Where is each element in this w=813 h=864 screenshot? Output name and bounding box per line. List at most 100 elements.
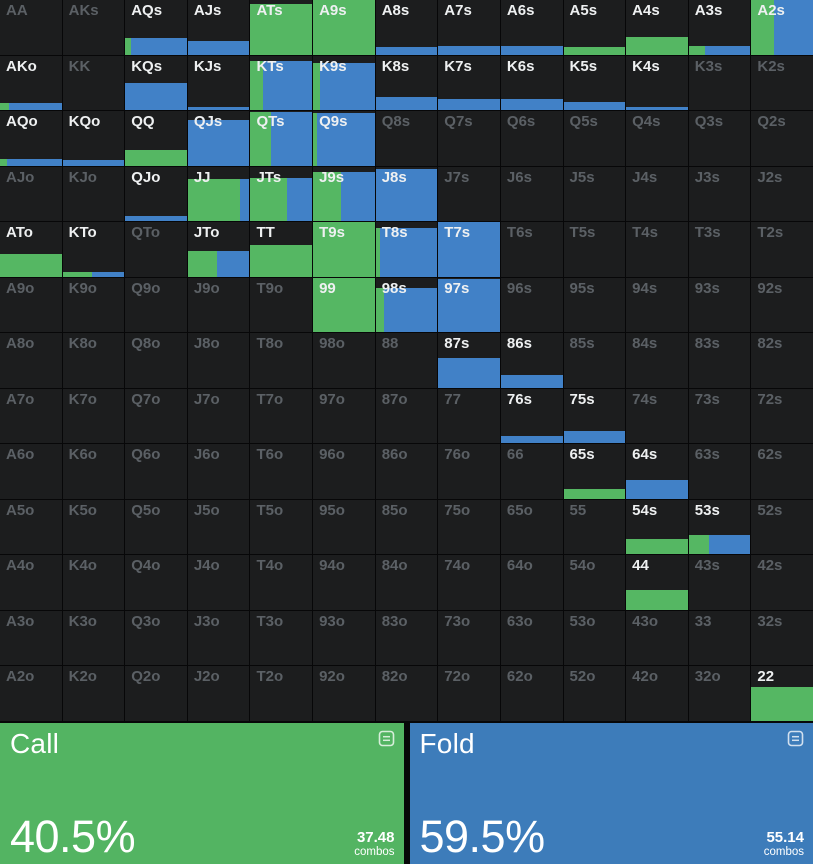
hand-cell-T5s[interactable]: T5s — [563, 222, 626, 277]
hand-cell-J5o[interactable]: J5o — [187, 499, 250, 555]
hand-cell-85o[interactable]: 85o — [375, 499, 438, 555]
hand-cell-T7s[interactable]: T7s — [438, 222, 500, 277]
hand-cell-87s[interactable]: 87s — [438, 333, 500, 388]
hand-cell-Q5o[interactable]: Q5o — [125, 499, 187, 555]
hand-cell-K3s[interactable]: K3s — [688, 55, 751, 111]
hand-cell-Q2o[interactable]: Q2o — [125, 666, 187, 721]
hand-cell-K7o[interactable]: K7o — [62, 388, 125, 444]
hand-cell-Q5s[interactable]: Q5s — [563, 111, 626, 166]
hand-cell-95o[interactable]: 95o — [313, 499, 375, 555]
hand-cell-K6o[interactable]: K6o — [62, 444, 125, 499]
hand-cell-73o[interactable]: 73o — [438, 610, 500, 666]
hand-cell-K8o[interactable]: K8o — [62, 333, 125, 388]
hand-cell-T2o[interactable]: T2o — [250, 666, 313, 721]
hand-cell-K9o[interactable]: K9o — [62, 277, 125, 333]
hand-cell-87o[interactable]: 87o — [375, 388, 438, 444]
hand-cell-AKo[interactable]: AKo — [0, 55, 62, 111]
hand-cell-KTo[interactable]: KTo — [62, 222, 125, 277]
hand-cell-76o[interactable]: 76o — [438, 444, 500, 499]
hand-cell-55[interactable]: 55 — [563, 499, 626, 555]
hand-cell-T3o[interactable]: T3o — [250, 610, 313, 666]
hand-cell-T9s[interactable]: T9s — [313, 222, 375, 277]
hand-cell-K6s[interactable]: K6s — [500, 55, 563, 111]
hand-cell-72s[interactable]: 72s — [751, 388, 813, 444]
hand-cell-T5o[interactable]: T5o — [250, 499, 313, 555]
hand-cell-Q3s[interactable]: Q3s — [688, 111, 751, 166]
hand-cell-J6o[interactable]: J6o — [187, 444, 250, 499]
hand-cell-T4s[interactable]: T4s — [626, 222, 688, 277]
hand-cell-52o[interactable]: 52o — [563, 666, 626, 721]
hand-cell-K7s[interactable]: K7s — [438, 55, 500, 111]
hand-cell-97o[interactable]: 97o — [313, 388, 375, 444]
hand-cell-65o[interactable]: 65o — [500, 499, 563, 555]
hand-cell-A3o[interactable]: A3o — [0, 610, 62, 666]
hand-cell-92s[interactable]: 92s — [751, 277, 813, 333]
hand-cell-K8s[interactable]: K8s — [375, 55, 438, 111]
hand-cell-92o[interactable]: 92o — [313, 666, 375, 721]
hand-cell-T3s[interactable]: T3s — [688, 222, 751, 277]
hand-cell-94o[interactable]: 94o — [313, 555, 375, 610]
hand-cell-J4s[interactable]: J4s — [626, 166, 688, 222]
hand-cell-82s[interactable]: 82s — [751, 333, 813, 388]
hand-cell-JJ[interactable]: JJ — [187, 166, 250, 222]
hand-cell-88[interactable]: 88 — [375, 333, 438, 388]
hand-cell-A7s[interactable]: A7s — [438, 0, 500, 55]
hand-cell-AQo[interactable]: AQo — [0, 111, 62, 166]
hand-cell-66[interactable]: 66 — [500, 444, 563, 499]
list-icon[interactable] — [378, 730, 395, 747]
hand-cell-Q7o[interactable]: Q7o — [125, 388, 187, 444]
hand-cell-QTo[interactable]: QTo — [125, 222, 187, 277]
hand-cell-K4s[interactable]: K4s — [626, 55, 688, 111]
hand-cell-J7s[interactable]: J7s — [438, 166, 500, 222]
hand-cell-J8o[interactable]: J8o — [187, 333, 250, 388]
hand-cell-KJo[interactable]: KJo — [62, 166, 125, 222]
hand-cell-82o[interactable]: 82o — [375, 666, 438, 721]
hand-cell-A8s[interactable]: A8s — [375, 0, 438, 55]
hand-cell-42s[interactable]: 42s — [751, 555, 813, 610]
hand-cell-KTs[interactable]: KTs — [250, 55, 313, 111]
hand-cell-43s[interactable]: 43s — [688, 555, 751, 610]
hand-cell-K2o[interactable]: K2o — [62, 666, 125, 721]
hand-cell-75s[interactable]: 75s — [563, 388, 626, 444]
hand-cell-98o[interactable]: 98o — [313, 333, 375, 388]
hand-cell-A4s[interactable]: A4s — [626, 0, 688, 55]
hand-cell-Q6o[interactable]: Q6o — [125, 444, 187, 499]
hand-cell-ATo[interactable]: ATo — [0, 222, 62, 277]
hand-cell-74s[interactable]: 74s — [626, 388, 688, 444]
hand-cell-95s[interactable]: 95s — [563, 277, 626, 333]
list-icon[interactable] — [787, 730, 804, 747]
hand-cell-T6o[interactable]: T6o — [250, 444, 313, 499]
hand-cell-63o[interactable]: 63o — [500, 610, 563, 666]
hand-cell-J2s[interactable]: J2s — [751, 166, 813, 222]
hand-cell-97s[interactable]: 97s — [438, 277, 500, 333]
hand-cell-53o[interactable]: 53o — [563, 610, 626, 666]
hand-cell-84s[interactable]: 84s — [626, 333, 688, 388]
hand-cell-Q4s[interactable]: Q4s — [626, 111, 688, 166]
hand-cell-KQs[interactable]: KQs — [125, 55, 187, 111]
hand-cell-K5o[interactable]: K5o — [62, 499, 125, 555]
hand-cell-KJs[interactable]: KJs — [187, 55, 250, 111]
hand-cell-53s[interactable]: 53s — [688, 499, 751, 555]
hand-cell-A5s[interactable]: A5s — [563, 0, 626, 55]
hand-cell-A7o[interactable]: A7o — [0, 388, 62, 444]
hand-cell-T2s[interactable]: T2s — [751, 222, 813, 277]
hand-cell-TT[interactable]: TT — [250, 222, 313, 277]
hand-cell-22[interactable]: 22 — [751, 666, 813, 721]
hand-cell-T4o[interactable]: T4o — [250, 555, 313, 610]
hand-cell-J2o[interactable]: J2o — [187, 666, 250, 721]
hand-cell-QTs[interactable]: QTs — [250, 111, 313, 166]
hand-cell-J7o[interactable]: J7o — [187, 388, 250, 444]
hand-cell-94s[interactable]: 94s — [626, 277, 688, 333]
hand-cell-64o[interactable]: 64o — [500, 555, 563, 610]
hand-cell-85s[interactable]: 85s — [563, 333, 626, 388]
hand-cell-K3o[interactable]: K3o — [62, 610, 125, 666]
hand-cell-96s[interactable]: 96s — [500, 277, 563, 333]
hand-cell-83s[interactable]: 83s — [688, 333, 751, 388]
hand-cell-64s[interactable]: 64s — [626, 444, 688, 499]
hand-cell-62o[interactable]: 62o — [500, 666, 563, 721]
hand-cell-54o[interactable]: 54o — [563, 555, 626, 610]
hand-cell-43o[interactable]: 43o — [626, 610, 688, 666]
hand-cell-Q3o[interactable]: Q3o — [125, 610, 187, 666]
hand-cell-Q2s[interactable]: Q2s — [751, 111, 813, 166]
hand-cell-K9s[interactable]: K9s — [313, 55, 375, 111]
